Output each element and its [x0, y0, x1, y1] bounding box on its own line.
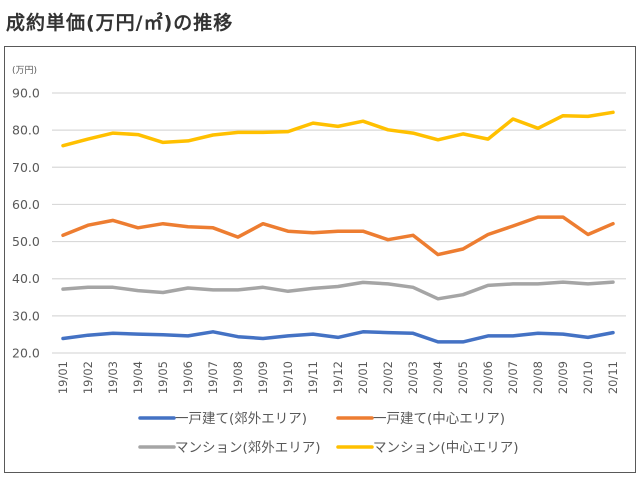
series-line	[61, 110, 615, 148]
series-line	[61, 280, 615, 301]
x-tick-label: 20/06	[481, 361, 495, 394]
x-tick-label: 19/11	[306, 361, 320, 394]
x-tick-label: 19/04	[131, 361, 145, 394]
series-line	[61, 215, 615, 257]
x-tick-label: 19/03	[106, 361, 120, 394]
x-tick-label: 19/10	[281, 361, 295, 394]
x-tick-label: 19/01	[56, 361, 70, 394]
legend-item: マンション(郊外エリア)	[138, 439, 321, 456]
y-tick-label: 50.0	[12, 234, 40, 249]
y-axis-unit-label: (万円)	[12, 65, 37, 76]
series-line	[61, 330, 615, 344]
y-tick-label: 70.0	[12, 160, 40, 175]
x-tick-label: 19/12	[331, 361, 345, 394]
y-tick-label: 60.0	[12, 197, 40, 212]
y-tick-label: 40.0	[12, 271, 40, 286]
gridlines	[52, 92, 626, 354]
y-tick-label: 90.0	[12, 86, 40, 101]
series-lines	[61, 110, 615, 344]
chart-title: 成約単価(万円/㎡)の推移	[6, 12, 234, 34]
y-tick-label: 20.0	[12, 346, 40, 361]
x-tick-label: 20/01	[356, 361, 370, 394]
x-tick-label: 19/09	[256, 361, 270, 394]
x-tick-label: 19/05	[156, 361, 170, 394]
x-tick-label: 19/06	[181, 361, 195, 394]
x-axis-ticks: 19/01 19/02 19/03 19/04 19/05 19/06 19/07 19/08…	[56, 361, 620, 394]
x-tick-label: 19/02	[81, 361, 95, 394]
legend-label: 一戸建て(中心エリア)	[373, 411, 505, 427]
x-tick-label: 20/10	[581, 361, 595, 394]
chart-frame	[4, 46, 636, 473]
x-tick-label: 20/08	[531, 361, 545, 394]
x-tick-label: 20/11	[606, 361, 620, 394]
x-tick-label: 20/03	[406, 361, 420, 394]
legend: 一戸建て(郊外エリア) 一戸建て(中心エリア) マンション(郊外エリア) マンション(…	[138, 410, 519, 456]
legend-label: 一戸建て(郊外エリア)	[175, 410, 307, 427]
legend-item: 一戸建て(中心エリア)	[336, 411, 505, 427]
x-tick-label: 20/09	[556, 361, 570, 394]
y-tick-label: 80.0	[12, 123, 40, 138]
x-tick-label: 20/04	[431, 361, 445, 394]
x-tick-label: 20/07	[506, 361, 520, 394]
x-tick-label: 19/08	[231, 361, 245, 394]
legend-label: マンション(中心エリア)	[373, 440, 519, 456]
legend-item: マンション(中心エリア)	[336, 440, 519, 456]
y-tick-label: 30.0	[12, 308, 40, 323]
legend-label: マンション(郊外エリア)	[175, 439, 321, 456]
legend-item: 一戸建て(郊外エリア)	[138, 410, 307, 427]
x-tick-label: 19/07	[206, 361, 220, 394]
x-tick-label: 20/05	[456, 361, 470, 394]
x-tick-label: 20/02	[381, 361, 395, 394]
y-axis-ticks: 90.0 80.0 70.0 60.0 50.0 40.0 30.0 20.0	[12, 86, 40, 361]
